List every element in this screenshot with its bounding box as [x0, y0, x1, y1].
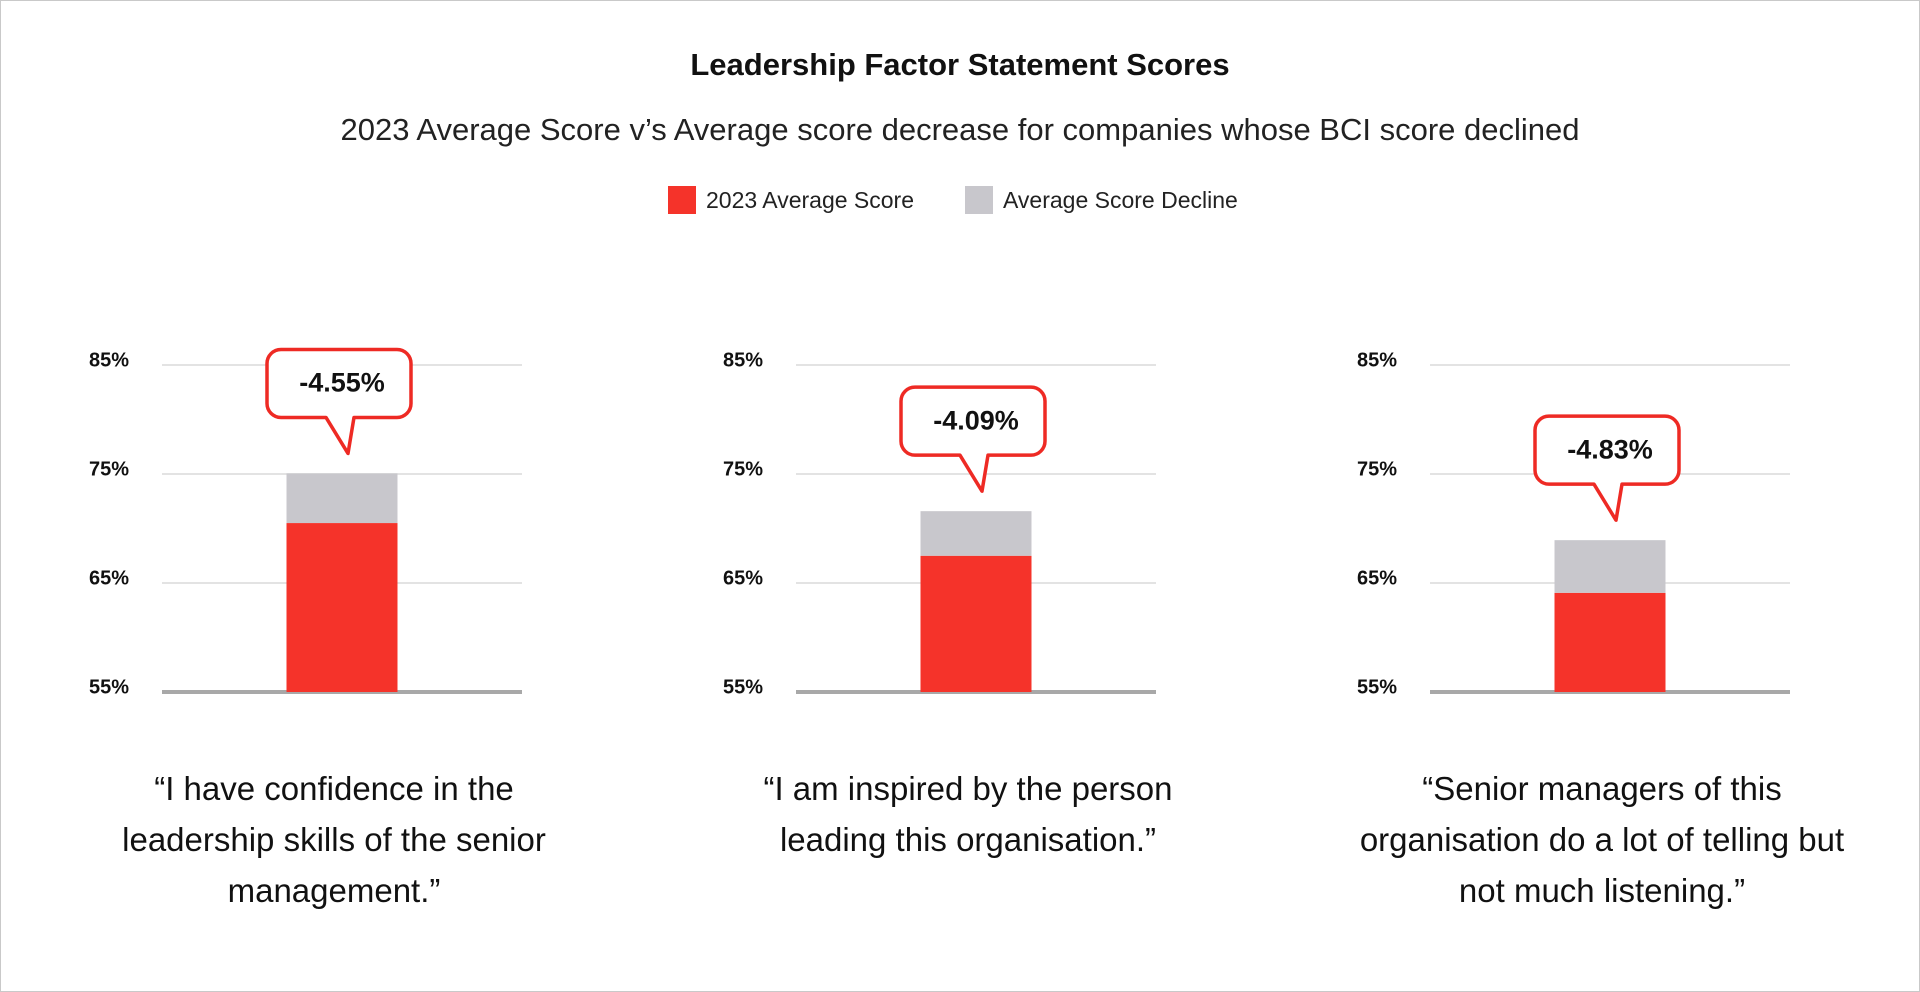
caption: “Senior managers of this organisation do…: [1359, 770, 1845, 909]
legend-swatch: [965, 186, 993, 214]
y-tick-label: 75%: [89, 458, 129, 480]
subtitle: 2023 Average Score v’s Average score dec…: [340, 112, 1579, 147]
y-tick-label: 55%: [89, 676, 129, 698]
y-tick-label: 75%: [723, 458, 763, 480]
data-label: -4.09%: [933, 405, 1019, 435]
data-label: -4.55%: [299, 368, 385, 398]
callout: [265, 347, 413, 456]
bar-segment: [286, 523, 398, 692]
bar-segment: [286, 473, 398, 524]
y-tick-label: 65%: [1357, 567, 1397, 589]
y-tick-label: 85%: [723, 349, 763, 371]
legend-swatch: [668, 186, 696, 214]
bar-segment: [1554, 540, 1666, 593]
callout: [899, 385, 1047, 493]
y-tick-label: 55%: [1357, 676, 1397, 698]
bar-segment: [920, 511, 1032, 556]
title: Leadership Factor Statement Scores: [690, 47, 1229, 82]
legend-label: 2023 Average Score: [706, 187, 914, 213]
bar-segment: [1554, 592, 1666, 692]
y-tick-label: 75%: [1357, 458, 1397, 480]
legend-label: Average Score Decline: [1003, 187, 1238, 213]
bar-segment: [920, 555, 1032, 692]
y-tick-label: 65%: [89, 567, 129, 589]
y-tick-label: 85%: [89, 349, 129, 371]
data-label: -4.83%: [1567, 434, 1653, 464]
callout: [1533, 414, 1681, 522]
caption: “I have confidence in the leadership ski…: [122, 770, 546, 909]
y-tick-label: 65%: [723, 567, 763, 589]
caption: “I am inspired by the person leading thi…: [763, 770, 1173, 858]
y-tick-label: 85%: [1357, 349, 1397, 371]
y-tick-label: 55%: [723, 676, 763, 698]
